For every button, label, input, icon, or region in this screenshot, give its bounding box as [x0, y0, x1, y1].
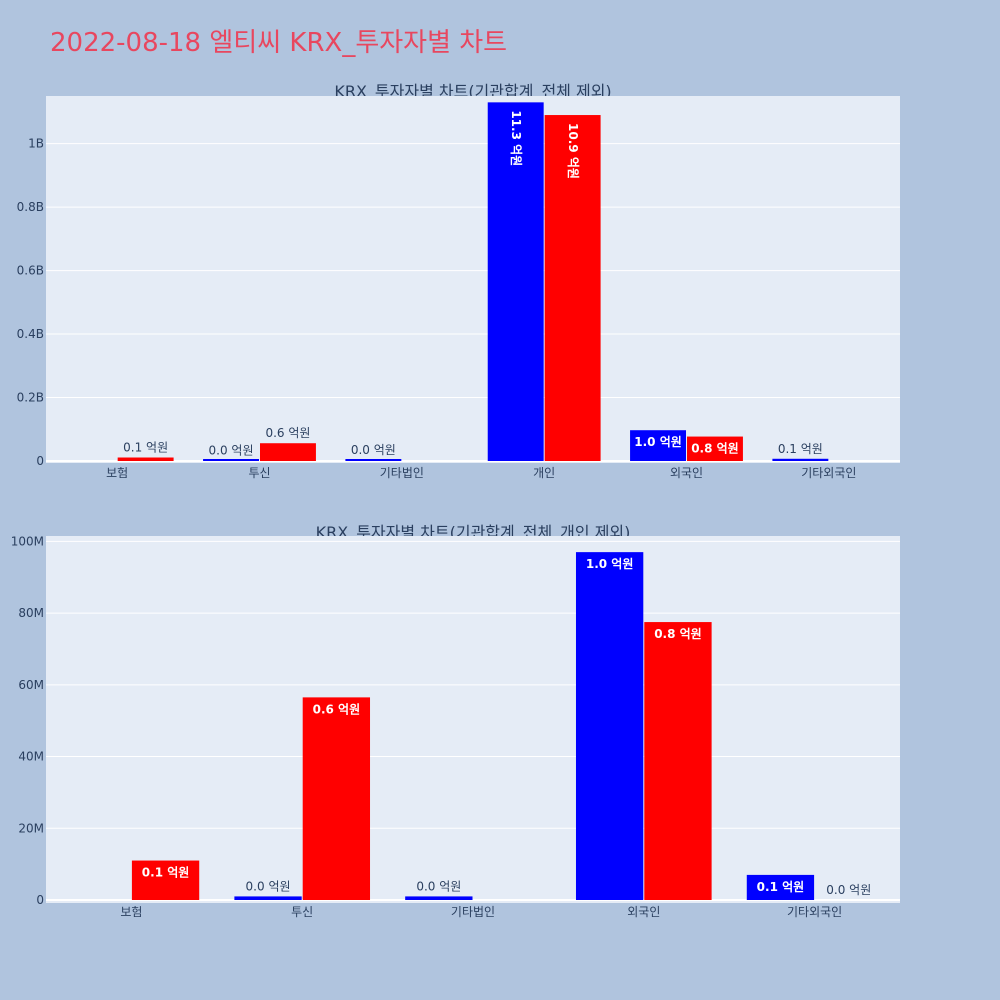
chart-2-x-tick-label: 보험 [120, 905, 142, 919]
chart-2-data-label: 0.0 억원 [246, 879, 291, 893]
chart-2-x-tick-label: 투신 [291, 905, 313, 919]
chart-1-data-label: 1.0 억원 [634, 435, 682, 449]
chart-2-x-tick-label: 기타외국인 [787, 905, 842, 919]
chart-2-x-tick-label: 기타법인 [451, 905, 495, 919]
chart-2-y-tick-label: 40M [18, 750, 44, 764]
chart-1-y-tick-label: 0.4B [17, 327, 44, 341]
chart-1-data-label: 0.0 억원 [209, 444, 254, 458]
chart-2-bar [302, 697, 371, 900]
chart-1-bar [203, 459, 259, 461]
chart-1-x-tick-label: 기타외국인 [801, 466, 856, 480]
chart-2-y-tick-label: 60M [18, 678, 44, 692]
chart-2-y-tick-label: 100M [11, 534, 44, 548]
chart-2-x-tick-label: 외국인 [627, 905, 660, 919]
chart-2-plot-area [46, 536, 900, 903]
chart-1-bar [345, 459, 402, 461]
chart-1-x-tick-label: 개인 [533, 466, 555, 480]
chart-1-bar [544, 115, 601, 461]
chart-1-data-label: 0.6 억원 [265, 426, 310, 440]
chart-2-data-label: 1.0 억원 [586, 557, 634, 571]
chart-1-data-label: 11.3 억원 [509, 110, 523, 166]
chart-1-x-tick-label: 투신 [248, 466, 270, 480]
chart-2-data-label: 0.0 억원 [416, 879, 461, 893]
chart-1-x-tick-label: 외국인 [670, 466, 703, 480]
chart-1-data-label: 0.0 억원 [351, 443, 396, 457]
chart-1-data-label: 0.8 억원 [691, 442, 739, 456]
chart-1-bar [260, 443, 316, 461]
chart-2-bar [234, 896, 302, 900]
chart-1-plot-area [46, 96, 900, 463]
chart-1-bar [487, 102, 544, 461]
chart-1-bar [772, 458, 829, 461]
chart-1-y-tick-label: 0.6B [17, 264, 44, 278]
chart-2-data-label: 0.1 억원 [757, 880, 805, 894]
chart-1-y-tick-label: 0.2B [17, 391, 44, 405]
chart-2-y-tick-label: 80M [18, 606, 44, 620]
chart-2-data-label: 0.6 억원 [313, 702, 361, 716]
chart-1-y-tick-label: 0 [36, 454, 44, 468]
chart-2-y-tick-label: 0 [36, 893, 44, 907]
chart-2-y-tick-label: 20M [18, 821, 44, 835]
chart-1-x-tick-label: 기타법인 [380, 466, 424, 480]
chart-2-bar [131, 860, 200, 900]
chart-1-data-label: 0.1 억원 [778, 442, 823, 456]
chart-1-data-label: 10.9 억원 [566, 123, 580, 179]
chart-2-bar [575, 552, 644, 900]
chart-1-bar [687, 436, 743, 461]
chart-2-data-label: 0.1 억원 [142, 866, 190, 880]
chart-2-bar [405, 896, 473, 900]
chart-2-data-label: 0.8 억원 [654, 627, 702, 641]
chart-2-bar [746, 874, 815, 900]
chart-1-y-tick-label: 1B [28, 137, 44, 151]
page-title: 2022-08-18 엘티씨 KRX_투자자별 차트 [50, 28, 508, 58]
chart-2-bar [644, 622, 712, 900]
chart-1-x-tick-label: 보험 [106, 466, 128, 480]
chart-1-y-tick-label: 0.8B [17, 200, 44, 214]
chart-1-data-label: 0.1 억원 [123, 441, 168, 455]
chart-1-bar [630, 430, 686, 461]
chart-1-bar [117, 457, 174, 461]
chart-2-data-label: 0.0 억원 [826, 883, 871, 897]
